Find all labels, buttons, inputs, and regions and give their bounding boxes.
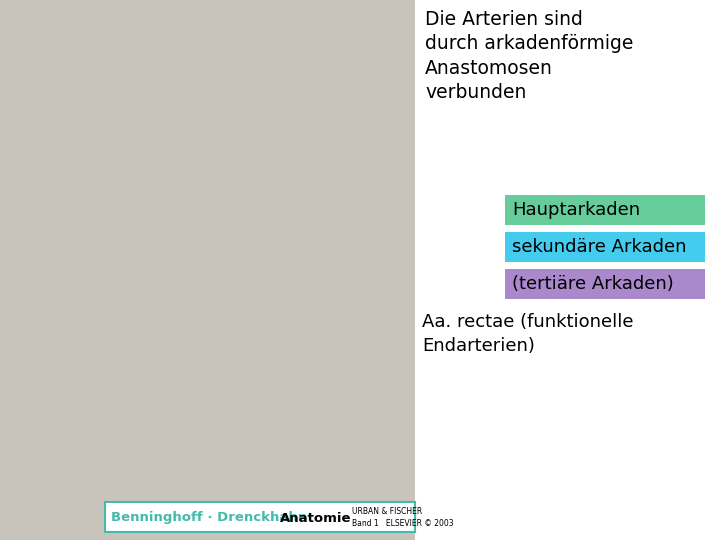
Bar [0, 0, 415, 540]
Text: Die Arterien sind
durch arkadenförmige
Anastomosen
verbunden: Die Arterien sind durch arkadenförmige A… [425, 10, 634, 102]
Bar [505, 269, 705, 299]
Bar [505, 232, 705, 262]
Bar [415, 0, 720, 540]
Bar [105, 502, 415, 532]
Text: Anatomie: Anatomie [280, 511, 351, 524]
Text: (tertiäre Arkaden): (tertiäre Arkaden) [512, 275, 674, 293]
Text: Band 1   ELSEVIER © 2003: Band 1 ELSEVIER © 2003 [352, 518, 454, 528]
Text: sekundäre Arkaden: sekundäre Arkaden [512, 238, 686, 256]
Text: Hauptarkaden: Hauptarkaden [512, 201, 640, 219]
Bar [505, 195, 705, 225]
Text: Benninghoff · Drenckhahn: Benninghoff · Drenckhahn [111, 511, 307, 524]
Text: URBAN & FISCHER: URBAN & FISCHER [352, 508, 422, 516]
Text: Aa. rectae (funktionelle
Endarterien): Aa. rectae (funktionelle Endarterien) [422, 313, 634, 355]
